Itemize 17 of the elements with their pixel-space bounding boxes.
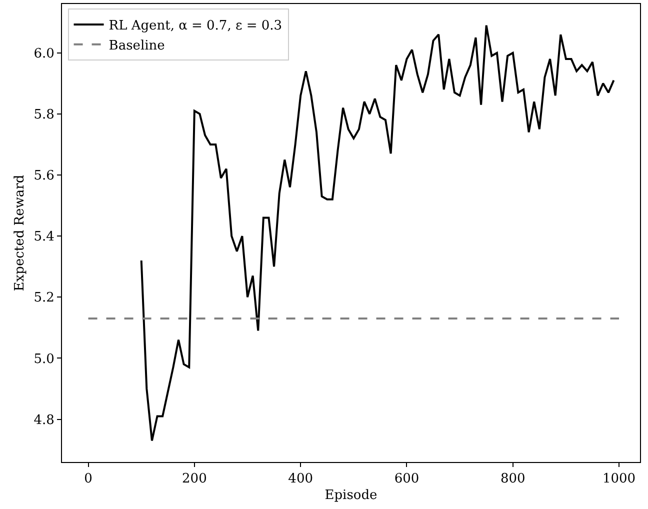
x-tick-label: 600 — [394, 472, 420, 487]
y-tick-label: 4.8 — [34, 412, 54, 428]
x-axis-title: Episode — [324, 488, 378, 504]
legend-label: Baseline — [108, 38, 166, 54]
x-tick-label: 1000 — [602, 472, 636, 487]
x-tick-label: 800 — [500, 472, 526, 487]
y-tick-label: 5.6 — [34, 168, 54, 184]
x-tick-label: 200 — [182, 472, 207, 487]
y-tick-label: 6.0 — [34, 46, 54, 62]
y-tick-label: 5.8 — [34, 107, 54, 122]
legend-label: RL Agent, α = 0.7, ε = 0.3 — [108, 18, 282, 34]
x-tick-label: 0 — [84, 472, 92, 487]
y-tick-label: 5.0 — [34, 352, 54, 367]
x-tick-label: 400 — [288, 472, 313, 487]
y-tick-label: 5.4 — [34, 230, 54, 245]
y-axis-title: Expected Reward — [12, 174, 28, 292]
y-tick-label: 5.2 — [34, 290, 54, 306]
